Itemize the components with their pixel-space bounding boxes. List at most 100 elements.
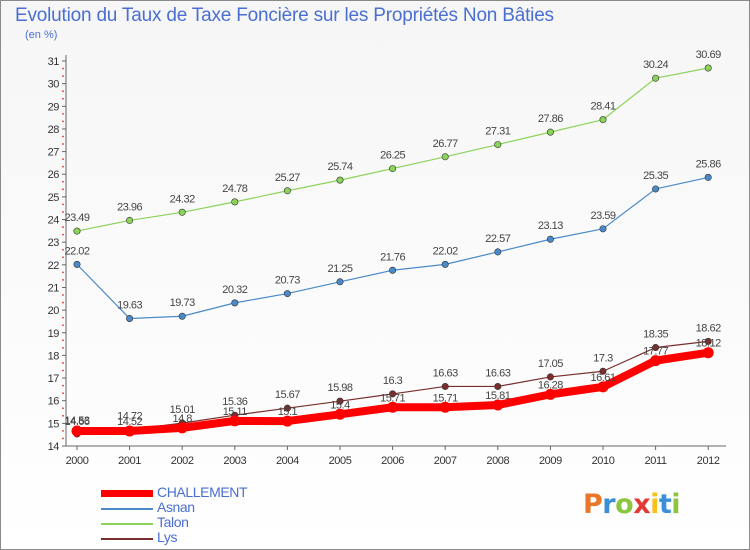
data-point-talon	[231, 198, 239, 206]
y-minor-tick	[62, 271, 64, 274]
data-point-challement	[702, 347, 714, 359]
data-label-talon: 26.77	[433, 138, 458, 150]
y-tick-label: 25	[48, 192, 60, 204]
y-minor-tick	[62, 158, 64, 161]
data-label-talon: 25.74	[327, 161, 352, 173]
data-label-challement: 14.8	[172, 413, 192, 425]
logo-letter: P	[583, 489, 603, 520]
x-tick-label: 2001	[118, 455, 141, 467]
chart-title: Evolution du Taux de Taxe Foncière sur l…	[15, 5, 554, 26]
data-label-asnan: 22.57	[485, 233, 510, 245]
data-label-lys: 15.36	[222, 396, 247, 408]
legend-swatch	[101, 523, 153, 525]
logo-letter: o	[615, 489, 634, 520]
y-minor-tick	[62, 369, 64, 372]
data-label-asnan: 23.13	[538, 220, 563, 232]
y-tick-label: 19	[48, 328, 60, 340]
data-point-asnan	[652, 185, 660, 193]
data-point-talon	[389, 165, 397, 173]
logo-letter: r	[602, 489, 616, 520]
data-label-asnan: 21.25	[327, 263, 352, 275]
data-label-talon: 23.96	[117, 201, 142, 213]
data-point-talon	[494, 141, 502, 149]
y-tick-label: 31	[48, 56, 60, 68]
data-point-lys	[494, 382, 502, 390]
data-label-talon: 26.25	[380, 150, 405, 162]
y-tick-label: 21	[48, 282, 60, 294]
logo-letter: i	[671, 489, 681, 520]
y-minor-tick	[62, 112, 64, 115]
data-point-talon	[126, 216, 134, 224]
y-tick-label: 14	[48, 441, 60, 453]
x-tick-label: 2008	[486, 455, 509, 467]
data-label-talon: 30.69	[696, 49, 721, 61]
data-point-talon	[336, 176, 344, 184]
legend-label: Talon	[157, 514, 189, 530]
data-point-asnan	[231, 299, 239, 307]
data-label-challement: 16.28	[538, 379, 563, 391]
logo-letter: t	[658, 489, 672, 520]
data-label-challement: 15.81	[485, 390, 510, 402]
data-label-lys: 14.72	[117, 411, 142, 423]
data-point-asnan	[704, 173, 712, 181]
data-label-challement: 16.61	[590, 372, 615, 384]
data-point-talon	[599, 116, 607, 124]
data-point-challement	[229, 415, 241, 427]
x-tick-label: 2007	[434, 455, 457, 467]
y-tick-label: 20	[48, 305, 60, 317]
data-point-asnan	[494, 248, 502, 256]
y-minor-tick	[62, 188, 64, 191]
y-minor-tick	[62, 135, 64, 138]
data-point-lys	[283, 404, 291, 412]
data-point-challement	[176, 422, 188, 434]
data-point-lys	[599, 367, 607, 375]
data-label-lys: 16.63	[485, 367, 510, 379]
y-minor-tick	[62, 392, 64, 395]
data-point-challement	[650, 355, 662, 367]
y-minor-tick	[62, 120, 64, 123]
data-label-challement: 15.1	[278, 406, 298, 418]
data-label-talon: 28.41	[590, 101, 615, 113]
y-tick-label: 29	[48, 101, 60, 113]
y-minor-tick	[62, 226, 64, 228]
legend-label: Lys	[157, 529, 178, 545]
y-minor-tick	[62, 437, 64, 440]
data-point-challement	[387, 401, 399, 413]
data-label-challement: 14.52	[117, 416, 142, 428]
data-point-challement	[492, 399, 504, 411]
y-tick-label: 24	[48, 215, 60, 227]
data-label-asnan: 22.02	[433, 245, 458, 257]
y-tick-label: 22	[48, 260, 60, 272]
x-tick-label: 2006	[381, 455, 404, 467]
y-minor-tick	[62, 90, 64, 93]
data-label-challement: 15.11	[223, 406, 248, 418]
logo-letter: x	[633, 489, 651, 520]
legend-label: Asnan	[157, 499, 195, 515]
y-minor-tick	[62, 301, 64, 304]
y-minor-tick	[62, 165, 64, 168]
data-label-challement: 15.71	[433, 392, 458, 404]
legend-label: CHALLEMENT	[157, 484, 248, 500]
data-point-asnan	[389, 266, 397, 274]
data-label-lys: 17.3	[593, 352, 613, 364]
data-label-lys: 18.62	[696, 322, 721, 334]
data-label-asnan: 23.59	[590, 210, 615, 222]
y-tick-label: 23	[48, 237, 60, 249]
data-point-talon	[283, 187, 291, 195]
y-minor-tick	[62, 430, 64, 432]
data-label-asnan: 20.73	[275, 275, 300, 287]
y-minor-tick	[62, 256, 64, 259]
data-label-talon: 30.24	[643, 59, 668, 71]
y-tick-label: 17	[48, 373, 60, 385]
data-point-talon	[652, 74, 660, 82]
data-label-lys: 16.3	[383, 375, 403, 387]
y-tick-label: 15	[48, 418, 60, 430]
data-label-talon: 23.49	[64, 212, 89, 224]
data-label-challement: 15.71	[380, 392, 405, 404]
data-label-asnan: 25.86	[696, 158, 721, 170]
data-label-asnan: 21.76	[380, 251, 405, 263]
y-tick-label: 18	[48, 350, 60, 362]
data-label-asnan: 22.02	[64, 245, 89, 257]
x-tick-label: 2005	[329, 455, 352, 467]
